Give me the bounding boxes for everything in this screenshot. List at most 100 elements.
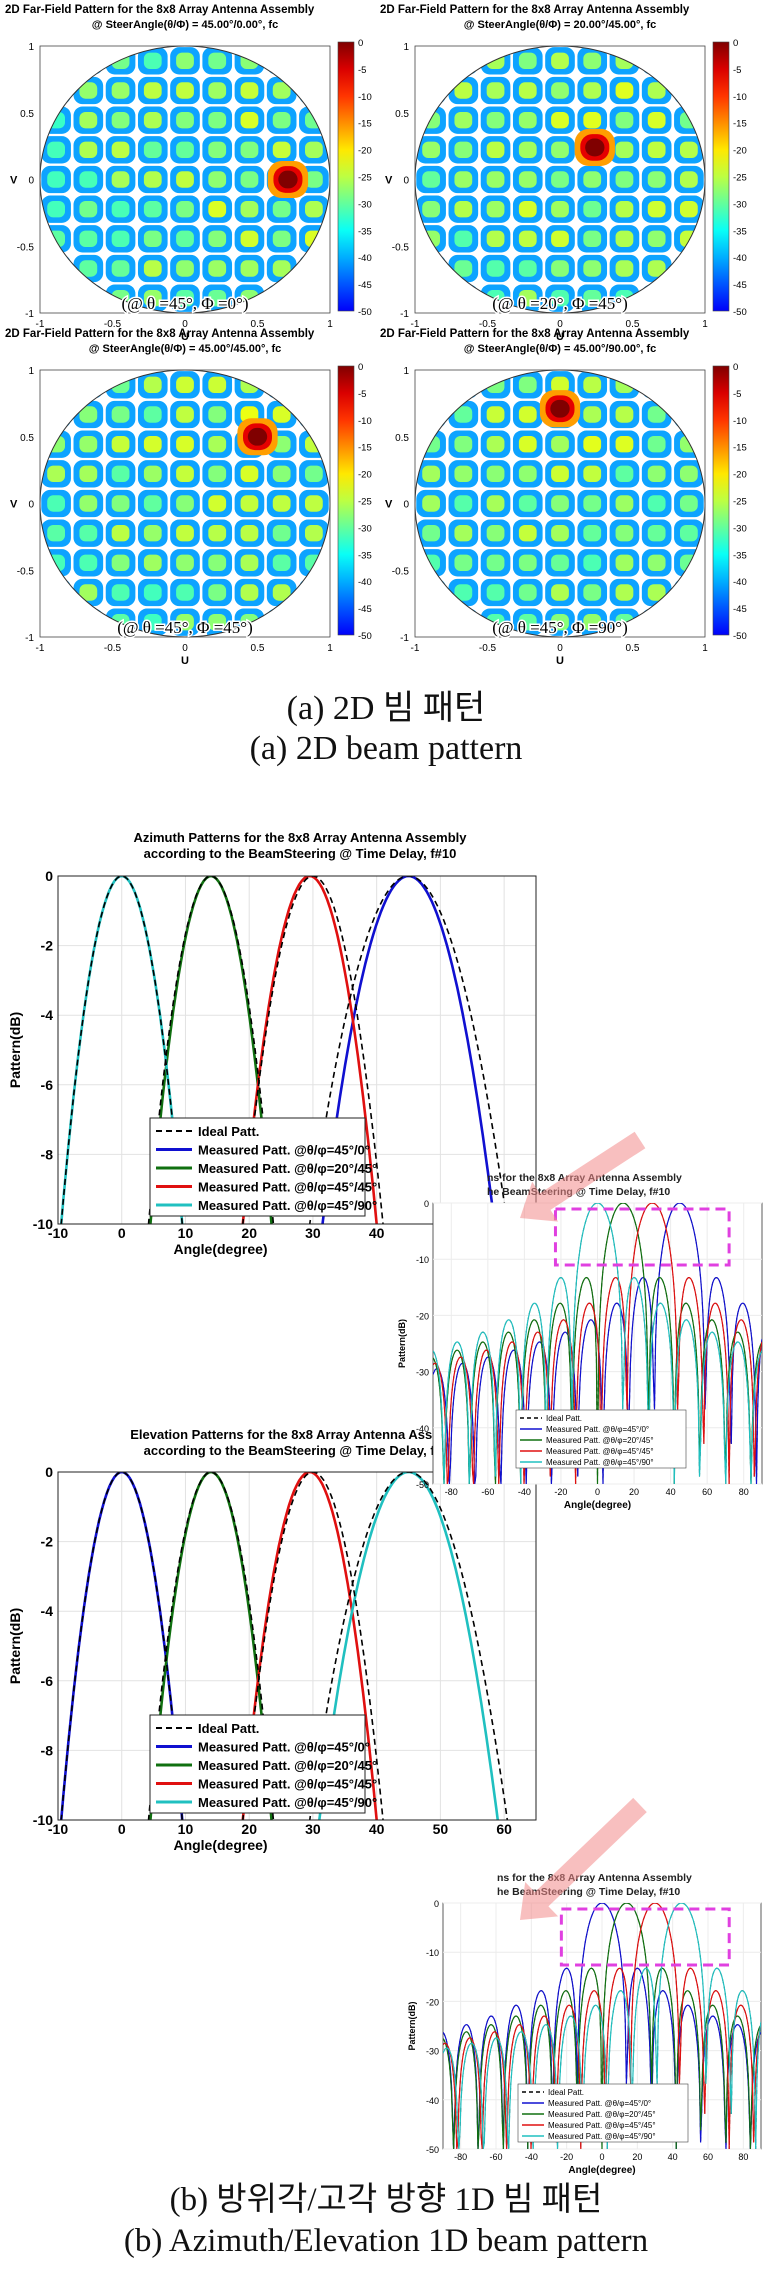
sidelobe-core bbox=[272, 465, 291, 483]
sidelobe-core bbox=[208, 406, 227, 423]
sidelobe-core bbox=[583, 613, 602, 631]
zoom-highlight-box bbox=[553, 1207, 731, 1267]
sidelobe-core bbox=[176, 584, 194, 601]
steer-annotation: (@ θ =20°, Φ =45°) bbox=[492, 294, 628, 313]
plot-frame bbox=[414, 369, 706, 638]
sidelobe-core bbox=[143, 111, 162, 129]
legend-label: Measured Patt. @θ/φ=45°/0° bbox=[198, 1740, 370, 1755]
sidelobe-core bbox=[79, 495, 98, 512]
sidelobe-cell bbox=[266, 608, 297, 636]
inset-legend-label: Measured Patt. @θ/φ=45°/90° bbox=[548, 2132, 656, 2141]
y-tick-label: -0.5 bbox=[17, 566, 35, 577]
sidelobe-core bbox=[679, 82, 698, 99]
sidelobe-core bbox=[176, 141, 194, 159]
x-tick-label: 0 bbox=[557, 643, 563, 654]
inset-legend-label: Measured Patt. @θ/φ=45°/45° bbox=[546, 1447, 654, 1456]
inset-series-line bbox=[443, 1903, 761, 2149]
sidelobe-core bbox=[615, 111, 634, 129]
sidelobe-core bbox=[208, 82, 227, 99]
colorbar-tick-label: 0 bbox=[358, 38, 363, 49]
sidelobe-core bbox=[111, 584, 130, 601]
sidelobe-core bbox=[454, 495, 473, 512]
sidelobe-cell bbox=[448, 608, 479, 636]
inset-x-label: Angle(degree) bbox=[564, 1500, 631, 1511]
sidelobe-core bbox=[304, 82, 323, 99]
sidelobe-core bbox=[454, 230, 473, 248]
sidelobe-core bbox=[422, 260, 441, 277]
colorbar-tick-label: -30 bbox=[358, 199, 372, 210]
sidelobe-core bbox=[272, 613, 291, 631]
sidelobe-core bbox=[615, 171, 634, 188]
sidelobe-core bbox=[272, 260, 291, 277]
x-tick-label: -0.5 bbox=[104, 319, 122, 330]
sidelobe-core bbox=[422, 613, 441, 631]
sidelobe-core bbox=[551, 376, 569, 394]
y-tick-label: 0 bbox=[28, 500, 34, 511]
sidelobe-core bbox=[422, 111, 441, 129]
colorbar-tick-label: -5 bbox=[358, 65, 366, 76]
y-tick-label: -1 bbox=[25, 633, 34, 644]
sidelobe-core bbox=[615, 524, 634, 542]
sidelobe-core bbox=[240, 111, 259, 129]
y-axis-label: V bbox=[10, 499, 18, 511]
colorbar-tick-label: -5 bbox=[358, 389, 366, 400]
x-tick-label: 30 bbox=[305, 1821, 321, 1837]
sidelobe-core bbox=[240, 82, 259, 99]
sidelobe-core bbox=[304, 435, 323, 453]
colorbar-tick-label: -10 bbox=[358, 416, 372, 427]
y-tick-label: 1 bbox=[28, 366, 34, 377]
sidelobe-core bbox=[518, 141, 537, 159]
colorbar-tick-label: -50 bbox=[733, 307, 747, 318]
sidelobe-core bbox=[176, 554, 194, 572]
sidelobe-core bbox=[272, 230, 291, 248]
heatmap-subtitle: @ SteerAngle(θ/Φ) = 45.00°/0.00°, fc bbox=[92, 19, 278, 31]
sidelobe-cell bbox=[73, 608, 104, 636]
sidelobe-core bbox=[551, 200, 569, 218]
x-tick-label: -80 bbox=[445, 1487, 458, 1497]
sidelobe-core bbox=[111, 82, 130, 99]
sidelobe-core bbox=[647, 406, 666, 423]
x-tick-label: 0.5 bbox=[626, 319, 640, 330]
x-tick-label: 60 bbox=[496, 1821, 512, 1837]
sidelobe-core bbox=[422, 584, 441, 601]
sidelobe-core bbox=[143, 376, 162, 394]
y-tick-label: -20 bbox=[416, 1311, 429, 1321]
sidelobe-core bbox=[551, 495, 569, 512]
x-tick-label: -60 bbox=[489, 2152, 502, 2162]
sidelobe-core bbox=[143, 230, 162, 248]
sidelobe-core bbox=[486, 52, 505, 70]
steer-annotation: (@ θ =45°, Φ =0°) bbox=[121, 294, 248, 313]
sidelobe-core bbox=[615, 141, 634, 159]
y-axis-label: V bbox=[10, 175, 18, 187]
ideal-line bbox=[308, 876, 509, 1224]
sidelobe-core bbox=[272, 82, 291, 99]
sidelobe-cell bbox=[641, 47, 672, 75]
x-tick-label: 0.5 bbox=[251, 319, 265, 330]
y-tick-label: -6 bbox=[41, 1077, 54, 1093]
sidelobe-core bbox=[143, 495, 162, 512]
x-tick-label: 10 bbox=[178, 1821, 194, 1837]
sidelobe-core bbox=[551, 584, 569, 601]
y-tick-label: -40 bbox=[416, 1424, 429, 1434]
sidelobe-core bbox=[143, 554, 162, 572]
y-axis-label: Pattern(dB) bbox=[7, 1012, 23, 1088]
sidelobe-core bbox=[176, 260, 194, 277]
sidelobe-core bbox=[208, 289, 227, 307]
colorbar-tick-label: -10 bbox=[358, 92, 372, 103]
plot-frame bbox=[57, 875, 537, 1225]
colorbar-tick-label: -40 bbox=[733, 577, 747, 588]
sidelobe-core bbox=[551, 82, 569, 99]
colorbar-tick-label: -50 bbox=[733, 631, 747, 642]
colorbar-tick-label: -25 bbox=[733, 497, 747, 508]
caption-b-korean: (b) 방위각/고각 방향 1D 빔 패턴 bbox=[169, 2182, 603, 2218]
y-tick-label: -1 bbox=[400, 633, 409, 644]
colorbar bbox=[712, 41, 730, 312]
inset-legend-label: Measured Patt. @θ/φ=45°/90° bbox=[546, 1458, 654, 1467]
sidelobe-core bbox=[47, 230, 66, 248]
sidelobe-core bbox=[647, 230, 666, 248]
sidelobe-core bbox=[551, 230, 569, 248]
y-tick-label: -2 bbox=[41, 1534, 54, 1550]
sidelobe-core bbox=[422, 200, 441, 218]
sidelobe-core bbox=[79, 200, 98, 218]
